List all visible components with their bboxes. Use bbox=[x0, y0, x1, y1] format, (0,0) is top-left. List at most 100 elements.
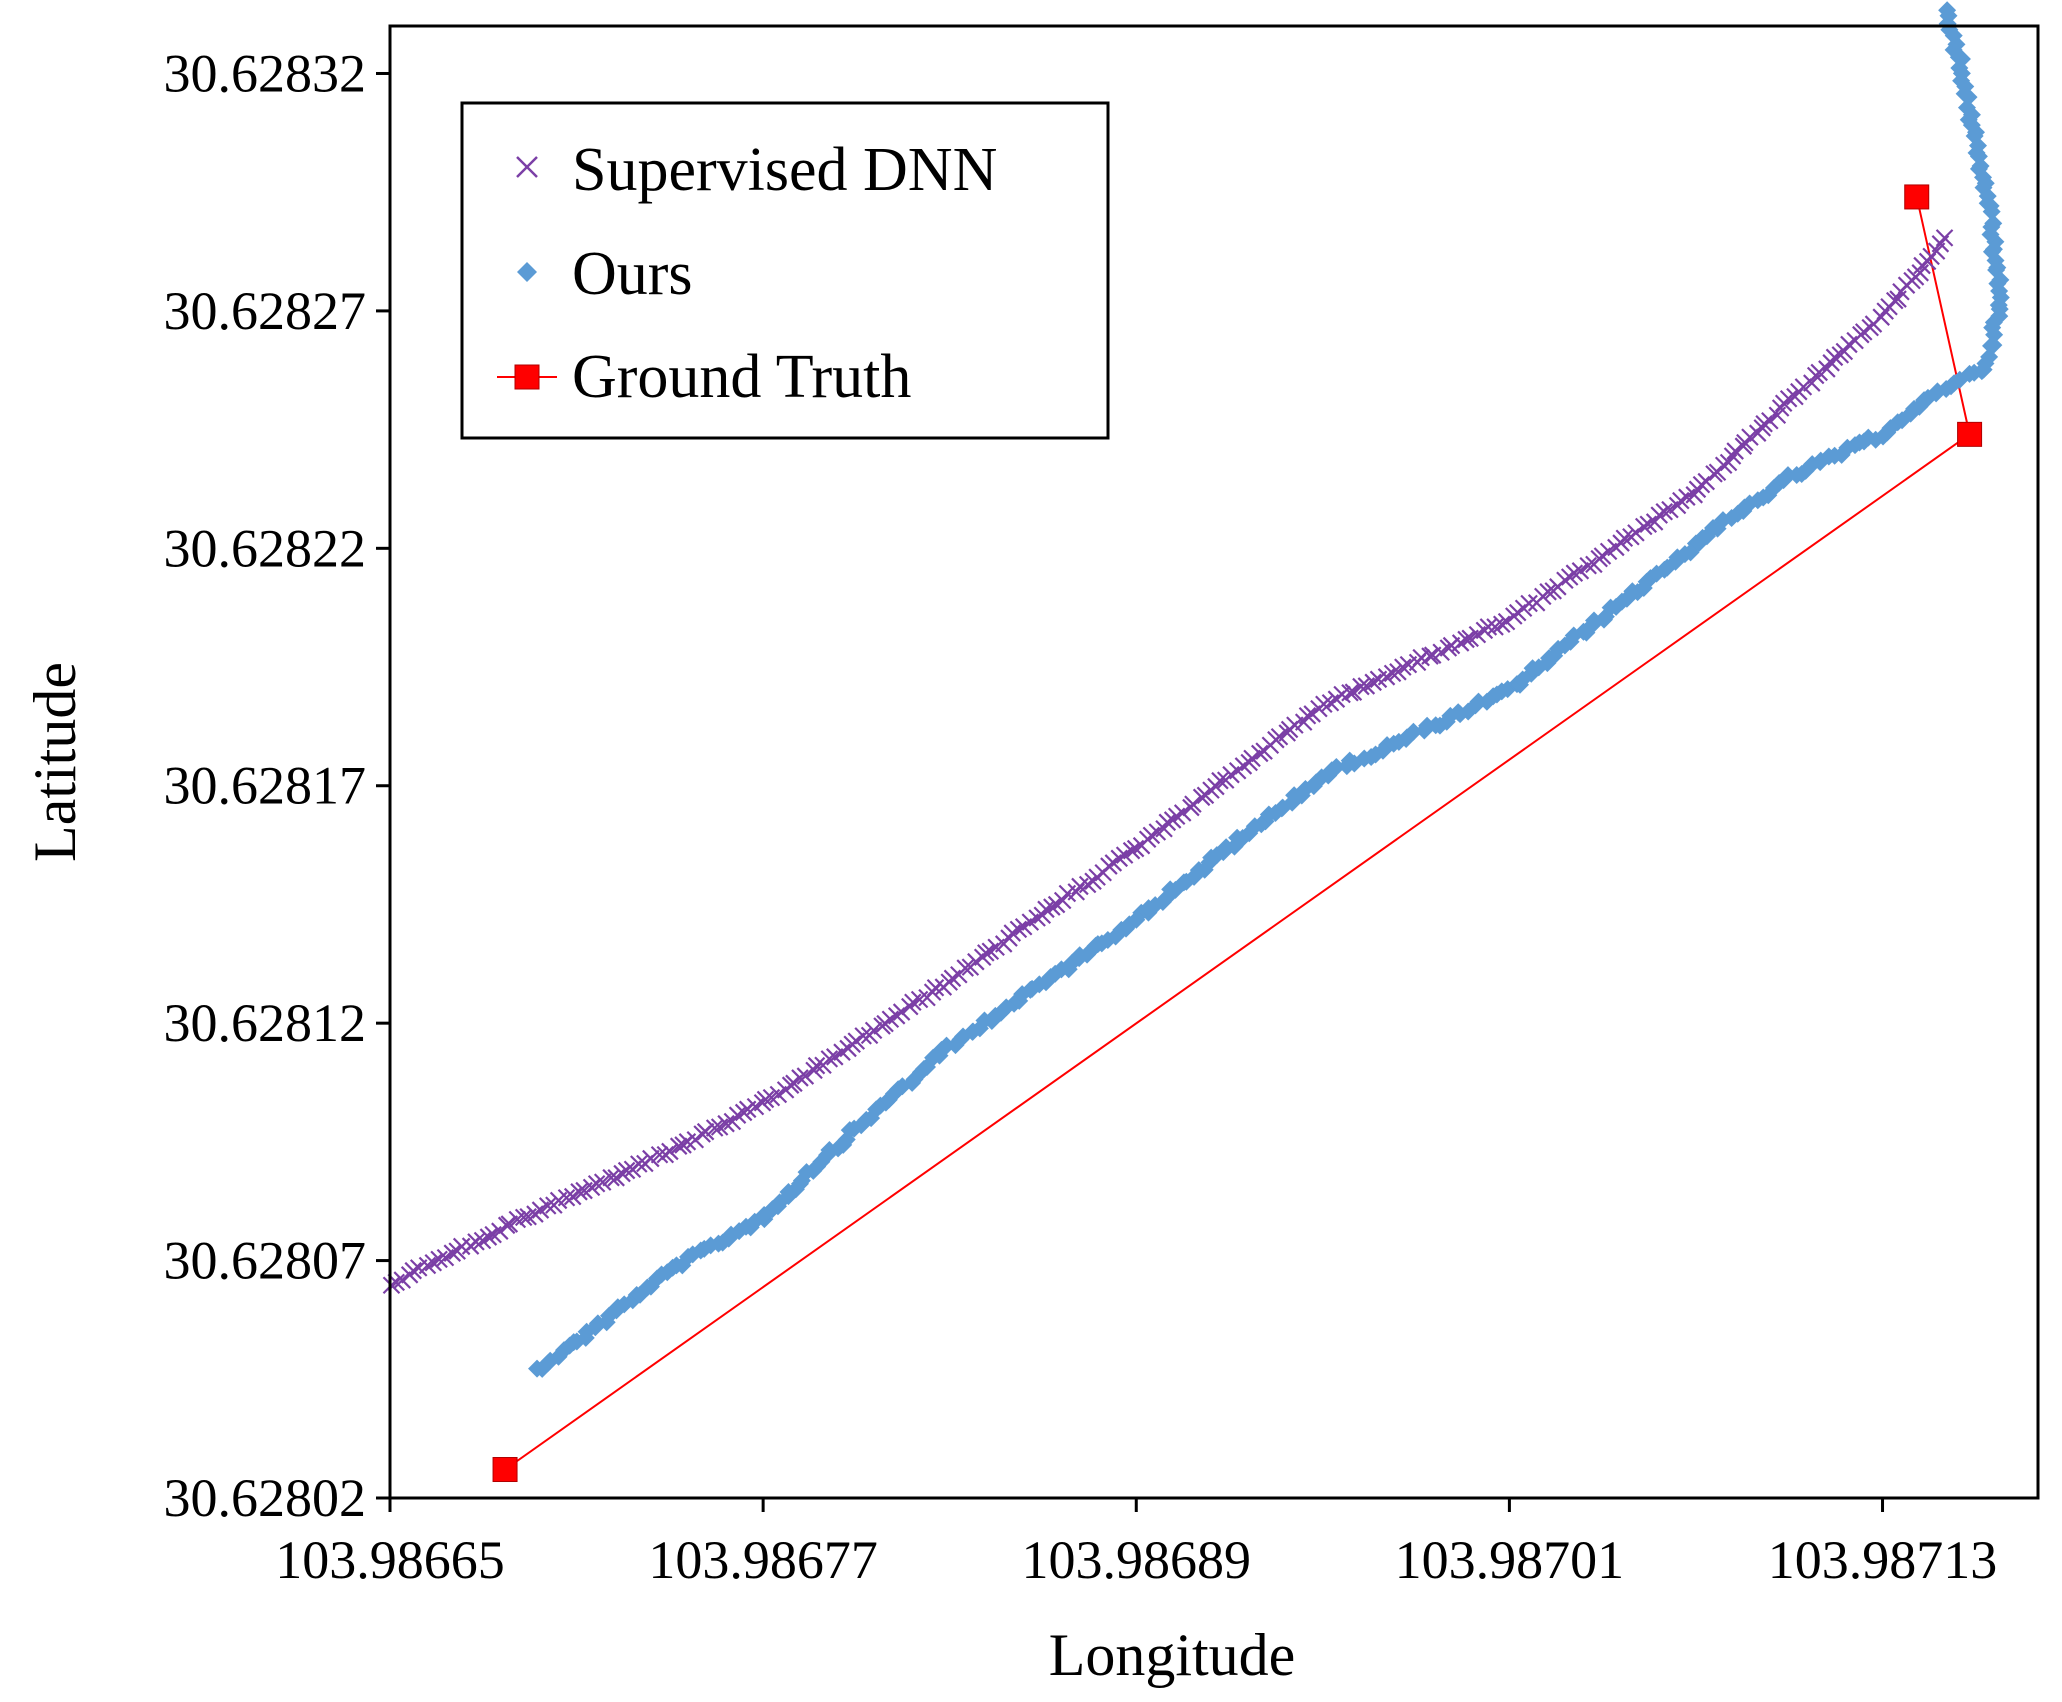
supervised-dnn-point bbox=[1565, 564, 1584, 582]
supervised-dnn-point bbox=[705, 1119, 724, 1137]
legend-marker-supervised-dnn bbox=[516, 156, 538, 178]
ours-point bbox=[1984, 336, 2003, 355]
legend-box bbox=[460, 101, 1110, 440]
supervised-dnn-point bbox=[820, 1050, 839, 1068]
supervised-dnn-point bbox=[805, 1061, 823, 1080]
supervised-dnn-point bbox=[1885, 291, 1904, 310]
supervised-dnn-point bbox=[587, 1174, 606, 1193]
y-axis-title: Latitude bbox=[22, 662, 88, 862]
supervised-dnn-point bbox=[1479, 618, 1498, 636]
ground-truth-point bbox=[492, 1457, 518, 1483]
ours-point bbox=[1404, 722, 1423, 741]
supervised-dnn-point bbox=[500, 1215, 519, 1233]
y-tick-label: 30.62812 bbox=[164, 993, 367, 1053]
legend-marker-ground-truth bbox=[514, 364, 540, 390]
supervised-dnn-point bbox=[1615, 529, 1634, 548]
ours-point bbox=[1938, 1, 1957, 20]
supervised-dnn-point bbox=[1298, 706, 1317, 725]
supervised-dnn-point bbox=[602, 1168, 620, 1187]
supervised-dnn-point bbox=[1394, 658, 1412, 676]
supervised-dnn-point bbox=[404, 1261, 423, 1280]
supervised-dnn-point bbox=[1341, 683, 1359, 702]
supervised-dnn-point bbox=[479, 1228, 498, 1246]
x-axis-ticks: 103.98665 103.98677 103.98689 103.98701 103.… bbox=[275, 1498, 1997, 1590]
supervised-dnn-point bbox=[1110, 849, 1129, 868]
supervised-dnn-point bbox=[1734, 437, 1753, 455]
supervised-dnn-point bbox=[1911, 264, 1929, 282]
supervised-dnn-point bbox=[1192, 788, 1211, 807]
supervised-dnn-point bbox=[1539, 583, 1557, 601]
supervised-dnn-point bbox=[1037, 900, 1055, 919]
ours-point bbox=[970, 1019, 989, 1038]
supervised-dnn-point bbox=[1639, 515, 1658, 534]
supervised-dnn-point bbox=[570, 1183, 588, 1201]
legend-label-ground-truth: Ground Truth bbox=[572, 343, 911, 411]
plot-frame bbox=[388, 24, 2040, 1500]
supervised-dnn-point bbox=[467, 1233, 485, 1251]
supervised-dnn-point bbox=[1126, 839, 1145, 858]
ours-point bbox=[1984, 214, 2003, 233]
supervised-dnn-point bbox=[1043, 898, 1061, 916]
supervised-dnn-point bbox=[1579, 556, 1597, 575]
supervised-dnn-point bbox=[1184, 795, 1202, 813]
supervised-dnn-point bbox=[1383, 664, 1402, 683]
supervised-dnn-point bbox=[1451, 634, 1470, 652]
supervised-dnn-point bbox=[1364, 673, 1382, 692]
supervised-dnn-point bbox=[1078, 875, 1097, 894]
supervised-dnn-point bbox=[508, 1210, 527, 1229]
supervised-dnn-point bbox=[1492, 615, 1511, 634]
supervised-dnn-point bbox=[1009, 920, 1028, 939]
supervised-dnn-point bbox=[443, 1244, 462, 1262]
legend-marker-ours bbox=[517, 262, 537, 282]
supervised-dnn-point bbox=[1250, 744, 1269, 763]
supervised-dnn-point bbox=[977, 944, 995, 962]
supervised-dnn-point bbox=[593, 1173, 612, 1191]
supervised-dnn-point bbox=[1935, 229, 1954, 247]
supervised-dnn-point bbox=[514, 1208, 533, 1227]
supervised-dnn-point bbox=[926, 978, 945, 997]
y-tick-label: 30.62827 bbox=[164, 281, 367, 341]
supervised-dnn-point bbox=[538, 1197, 557, 1215]
ground-truth-markers bbox=[492, 184, 1983, 1483]
legend-label-ours: Ours bbox=[572, 240, 693, 308]
y-tick-label: 30.62802 bbox=[164, 1468, 367, 1528]
ours-point bbox=[1967, 123, 1986, 142]
supervised-dnn-point bbox=[642, 1149, 660, 1168]
supervised-dnn-point bbox=[1571, 562, 1590, 580]
x-tick-label: 103.98689 bbox=[1022, 1530, 1252, 1590]
supervised-dnn-point bbox=[1352, 677, 1370, 696]
supervised-dnn-point bbox=[617, 1161, 636, 1180]
supervised-dnn-series-layer bbox=[382, 229, 1954, 1295]
y-tick-label: 30.62807 bbox=[164, 1231, 367, 1291]
ground-truth-point bbox=[1957, 421, 1983, 447]
supervised-dnn-point bbox=[696, 1122, 715, 1141]
supervised-dnn-point bbox=[1158, 813, 1177, 832]
supervised-dnn-point bbox=[393, 1271, 412, 1289]
y-tick-label: 30.62817 bbox=[164, 756, 367, 816]
x-tick-label: 103.98677 bbox=[648, 1530, 878, 1590]
supervised-dnn-point bbox=[1520, 594, 1538, 613]
supervised-dnn-point bbox=[1825, 348, 1844, 367]
ours-series-layer bbox=[528, 1, 2010, 1378]
legend-label-supervised-dnn: Supervised DNN bbox=[572, 136, 997, 204]
y-axis-ticks: 30.62802 30.62807 30.62812 30.62817 30.62822… bbox=[164, 43, 390, 1528]
supervised-dnn-point bbox=[1650, 506, 1669, 524]
supervised-dnn-point bbox=[756, 1090, 775, 1109]
supervised-dnn-point bbox=[1779, 389, 1798, 408]
supervised-dnn-point bbox=[557, 1188, 576, 1207]
supervised-dnn-point bbox=[791, 1069, 809, 1087]
supervised-dnn-point bbox=[630, 1155, 648, 1173]
supervised-dnn-point bbox=[418, 1256, 437, 1275]
ground-truth-point bbox=[1904, 184, 1930, 210]
x-tick-label: 103.98713 bbox=[1768, 1530, 1998, 1590]
supervised-dnn-point bbox=[1634, 517, 1653, 536]
supervised-dnn-point bbox=[1761, 411, 1779, 430]
supervised-dnn-point bbox=[669, 1137, 688, 1155]
x-axis-title: Longitude bbox=[1049, 1622, 1296, 1688]
supervised-dnn-point bbox=[1315, 695, 1333, 714]
supervised-dnn-point bbox=[728, 1106, 747, 1124]
ours-point bbox=[1327, 757, 1346, 776]
supervised-dnn-point bbox=[1692, 475, 1711, 494]
supervised-dnn-point bbox=[717, 1114, 735, 1133]
